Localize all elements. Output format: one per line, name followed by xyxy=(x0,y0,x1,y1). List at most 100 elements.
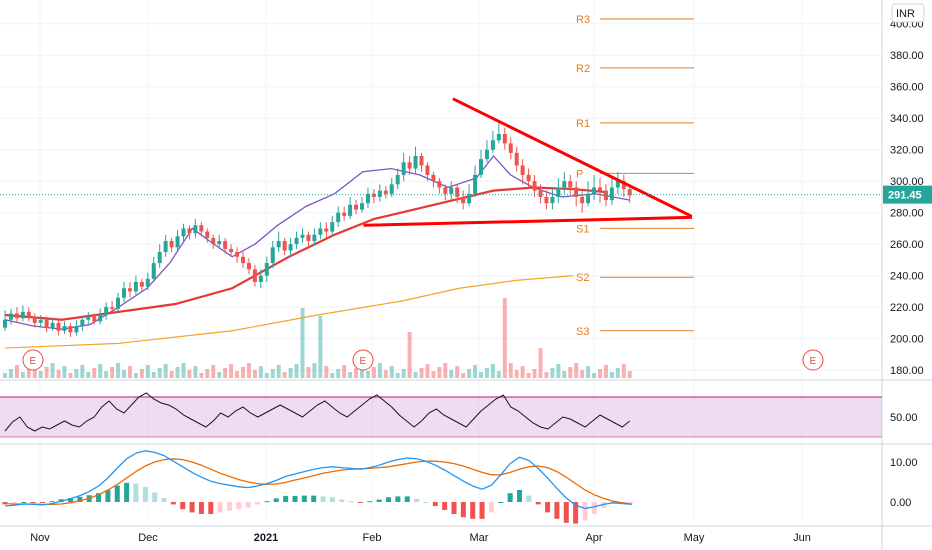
trendlines xyxy=(363,97,693,227)
candle-body xyxy=(223,241,228,249)
volume-bar xyxy=(3,373,7,378)
candle-body xyxy=(193,225,198,234)
price-tick-label: 280.00 xyxy=(890,208,924,220)
volume-bar xyxy=(508,363,513,378)
macd-histogram-bar xyxy=(245,502,251,508)
volume-bar xyxy=(496,371,501,378)
macd-histogram-bar xyxy=(161,498,167,502)
price-tick-label: 320.00 xyxy=(890,145,924,157)
candle-body xyxy=(157,252,162,264)
price-badge: 291.45 xyxy=(0,185,932,204)
candle-body xyxy=(324,228,329,232)
pivot-label-p: P xyxy=(576,168,583,180)
pivot-label-s3: S3 xyxy=(576,326,589,338)
candle-body xyxy=(98,315,103,322)
price-tick-label: 220.00 xyxy=(890,302,924,314)
candle-body xyxy=(139,281,144,287)
candle-body xyxy=(235,252,240,257)
macd-histogram-bar xyxy=(329,497,335,502)
volume-bar xyxy=(122,370,126,378)
macd-histogram-bar xyxy=(264,501,270,503)
ma-line-slow xyxy=(4,275,574,349)
candle-body xyxy=(550,196,555,204)
macd-histogram-bar xyxy=(39,502,45,503)
candle-body xyxy=(627,189,632,196)
candle-body xyxy=(342,212,347,216)
volume-bar xyxy=(264,373,269,378)
candle-body xyxy=(32,316,37,323)
currency-box[interactable] xyxy=(891,3,925,23)
time-tick-label: May xyxy=(684,532,705,544)
volume-bar xyxy=(294,364,299,378)
macd-histogram-bar xyxy=(142,486,148,502)
candle-body xyxy=(532,181,537,191)
candle-body xyxy=(163,241,168,253)
candle-body xyxy=(229,248,234,253)
volume-bar xyxy=(288,368,293,378)
volume-bar xyxy=(229,364,234,378)
candle-body xyxy=(574,187,579,197)
macd-histogram-bar xyxy=(442,502,448,510)
volume-bar xyxy=(437,367,442,378)
volume-bar xyxy=(139,369,144,378)
price-tick-label: 240.00 xyxy=(890,271,924,283)
macd-histogram-bar xyxy=(348,501,354,503)
candle-body xyxy=(282,241,287,251)
volume-bar xyxy=(580,370,585,378)
volume-bar xyxy=(175,367,180,378)
rsi-line xyxy=(4,392,631,432)
macd-histogram-bar xyxy=(432,502,438,506)
volume-bar xyxy=(330,373,335,378)
macd-histogram-bar xyxy=(414,498,420,502)
candle-body xyxy=(413,156,418,169)
macd-histogram-bar xyxy=(133,483,139,502)
time-tick-label: Jun xyxy=(793,532,811,544)
candle-body xyxy=(145,278,150,287)
price-tick-label: 340.00 xyxy=(890,113,924,125)
currency-label[interactable]: INR xyxy=(896,8,915,20)
candle-body xyxy=(26,311,31,317)
volume-bar xyxy=(318,316,323,378)
earnings-marker-label: E xyxy=(810,356,817,367)
macd-histogram-bar xyxy=(516,490,522,502)
candle-body xyxy=(246,263,251,270)
candle-body xyxy=(598,187,602,191)
volume-bar xyxy=(550,368,555,378)
candle-body xyxy=(621,181,626,190)
macd-histogram-bar xyxy=(227,502,233,511)
volume-bar xyxy=(425,364,430,378)
candle-body xyxy=(80,319,85,327)
volume-bar xyxy=(348,372,353,378)
price-tick-label: 360.00 xyxy=(890,82,924,94)
candle-body xyxy=(348,204,353,216)
volume-bar xyxy=(336,369,341,378)
volume-bar xyxy=(32,364,37,378)
macd-histogram-bar xyxy=(311,495,317,502)
volume-bar xyxy=(556,364,561,378)
macd-histogram-bar xyxy=(573,502,579,524)
earnings-marker xyxy=(352,349,374,371)
candle-body xyxy=(377,190,382,197)
volume-bar xyxy=(401,369,406,378)
axes: 400.00380.00360.00340.00320.00300.00280.… xyxy=(30,19,923,544)
macd-panel xyxy=(2,450,635,524)
volume-bar xyxy=(50,363,55,378)
volume-bar xyxy=(211,365,216,378)
price-badge-box xyxy=(883,185,932,204)
volume-bar xyxy=(449,370,454,378)
volume-bar xyxy=(395,373,400,378)
macd-histogram-bar xyxy=(386,497,392,502)
macd-histogram-bar xyxy=(170,502,176,505)
volume-bar xyxy=(92,368,97,378)
volume-bar xyxy=(252,370,257,378)
macd-histogram-bar xyxy=(498,502,504,503)
rsi-tick-label: 50.00 xyxy=(890,412,918,424)
volume-bar xyxy=(568,367,573,378)
currency-selector[interactable]: INR xyxy=(891,3,925,23)
candle-body xyxy=(187,228,192,234)
candle-body xyxy=(484,149,489,160)
candle-body xyxy=(127,288,132,292)
volume-bar xyxy=(68,373,73,378)
